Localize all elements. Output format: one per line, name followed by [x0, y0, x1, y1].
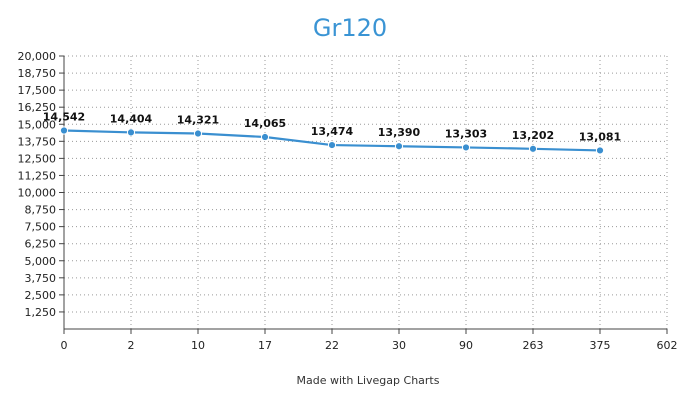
y-tick-label: 3,750 [25, 272, 57, 285]
data-point[interactable] [59, 126, 69, 135]
x-tick-label: 90 [459, 339, 473, 352]
credit-text: Made with Livegap Charts [297, 374, 440, 387]
data-label: 13,474 [311, 125, 354, 138]
x-tick-label: 375 [590, 339, 611, 352]
data-point[interactable] [126, 128, 136, 137]
data-label: 13,081 [579, 130, 621, 143]
axes [63, 56, 667, 330]
data-point[interactable] [461, 143, 471, 152]
y-tick-label: 8,750 [25, 204, 57, 217]
x-tick-label: 17 [258, 339, 272, 352]
data-label: 13,303 [445, 127, 487, 140]
data-point[interactable] [394, 142, 404, 151]
y-tick-label: 10,000 [18, 187, 57, 200]
x-tick-label: 2 [128, 339, 135, 352]
y-tick-label: 6,250 [25, 238, 57, 251]
y-tick-label: 20,000 [18, 50, 57, 63]
x-tick-label: 0 [61, 339, 68, 352]
data-point[interactable] [193, 129, 203, 138]
data-label: 13,390 [378, 126, 421, 139]
y-tick-label: 16,250 [18, 101, 57, 114]
data-label: 14,065 [244, 117, 286, 130]
data-label: 14,542 [43, 111, 85, 124]
data-point[interactable] [260, 132, 270, 142]
y-tick-label: 13,750 [18, 135, 57, 148]
y-tick-label: 7,500 [25, 221, 57, 234]
data-label: 14,321 [177, 114, 219, 127]
y-tick-label: 2,500 [25, 289, 57, 302]
y-tick-label: 18,750 [18, 67, 57, 80]
y-tick-label: 1,250 [25, 306, 57, 319]
x-tick-label: 602 [657, 339, 678, 352]
data-point[interactable] [528, 144, 538, 153]
x-tick-labels: 0 2 10 17 22 30 90 263 375 602 [61, 339, 678, 352]
y-tick-label: 17,500 [18, 84, 57, 97]
y-tick-labels: 1,250 2,500 3,750 5,000 6,250 7,500 8,750 10,00… [18, 50, 57, 319]
data-label: 14,404 [110, 112, 153, 125]
y-tick-label: 12,500 [18, 152, 57, 165]
y-tick-label: 5,000 [25, 255, 57, 268]
y-tick-label: 11,250 [18, 169, 57, 182]
x-tick-label: 22 [325, 339, 339, 352]
data-labels: 14,542 14,404 14,321 14,065 13,474 13,390 13,3… [43, 111, 621, 144]
chart-title: Gr120 [313, 14, 387, 42]
series [59, 126, 605, 155]
data-label: 13,202 [512, 129, 554, 142]
y-tick-label: 15,000 [18, 118, 57, 131]
x-tick-label: 10 [191, 339, 205, 352]
grid [59, 55, 668, 334]
data-point[interactable] [327, 140, 337, 150]
x-tick-label: 263 [523, 339, 544, 352]
data-point[interactable] [595, 146, 605, 155]
x-tick-label: 30 [392, 339, 406, 352]
